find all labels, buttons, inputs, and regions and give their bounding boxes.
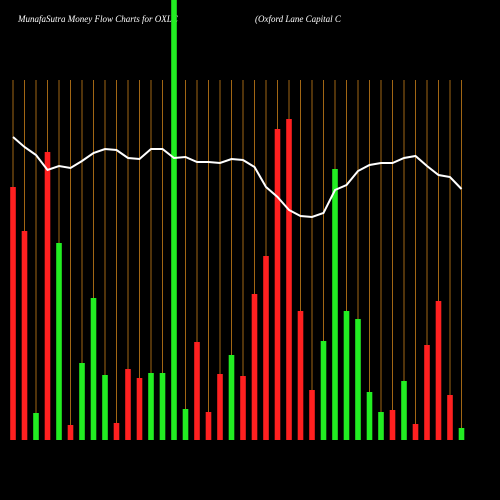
bar — [159, 373, 166, 440]
bar — [67, 425, 74, 440]
bar — [79, 363, 85, 440]
bar — [44, 152, 51, 440]
bar — [355, 319, 361, 440]
bar — [33, 413, 39, 440]
bar — [240, 376, 246, 440]
chart-title: MunafaSutra Money Flow Charts for OXLC — [17, 14, 179, 24]
bar — [412, 424, 419, 440]
bar — [10, 187, 16, 440]
bar — [148, 373, 154, 440]
bar — [182, 409, 189, 440]
bar — [102, 375, 108, 440]
bar — [297, 311, 304, 440]
bar — [343, 311, 350, 440]
bar — [171, 0, 177, 440]
bar — [125, 369, 131, 440]
chart-subtitle: (Oxford Lane Capital C — [255, 14, 342, 24]
bar — [401, 381, 407, 440]
bar — [263, 256, 269, 440]
bar — [389, 410, 396, 440]
bar — [217, 374, 223, 440]
bar — [366, 392, 373, 440]
bar — [458, 428, 465, 440]
bar — [194, 342, 200, 440]
bar — [424, 345, 430, 440]
bar — [21, 231, 28, 440]
money-flow-line — [12, 136, 463, 219]
bar — [332, 169, 338, 440]
bar — [447, 395, 453, 440]
bar — [286, 119, 292, 440]
bar — [435, 301, 442, 440]
bar — [56, 243, 62, 440]
bar — [228, 355, 235, 440]
bar — [251, 294, 258, 440]
bar — [90, 298, 97, 440]
bar — [320, 341, 327, 440]
bar — [274, 129, 281, 440]
bar — [136, 378, 143, 440]
bar — [113, 423, 120, 440]
bar — [205, 412, 212, 440]
bar — [309, 390, 315, 440]
bar — [378, 412, 384, 440]
